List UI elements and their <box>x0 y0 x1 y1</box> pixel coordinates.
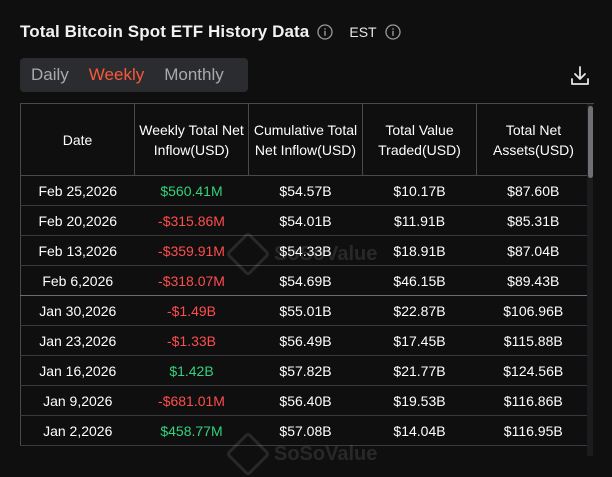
cell-cumulative-inflow: $54.33B <box>248 235 363 266</box>
cell-value-traded: $46.15B <box>362 265 477 296</box>
cell-weekly-inflow: -$359.91M <box>134 235 249 266</box>
cell-weekly-inflow: $458.77M <box>134 415 249 446</box>
cell-net-assets: $89.43B <box>476 265 591 296</box>
cell-date: Feb 6,2026 <box>20 265 135 296</box>
cell-net-assets: $116.86B <box>476 385 591 416</box>
tab-daily[interactable]: Daily <box>31 65 69 84</box>
table-row: Feb 6,2026 -$318.07M $54.69B $46.15B $89… <box>20 265 591 296</box>
cell-cumulative-inflow: $57.82B <box>248 355 363 386</box>
column-header-value-traded: Total Value Traded(USD) <box>362 104 477 176</box>
tab-weekly[interactable]: Weekly <box>88 65 145 84</box>
table-row: Jan 9,2026 -$681.01M $56.40B $19.53B $11… <box>20 385 591 416</box>
timezone-label: EST <box>349 24 377 40</box>
cell-cumulative-inflow: $55.01B <box>248 295 363 326</box>
cell-weekly-inflow: -$681.01M <box>134 385 249 416</box>
cell-net-assets: $116.95B <box>476 415 591 446</box>
cell-net-assets: $87.04B <box>476 235 591 266</box>
period-tabs: Daily Weekly Monthly <box>20 58 248 92</box>
cell-weekly-inflow: $560.41M <box>134 175 249 206</box>
cell-cumulative-inflow: $54.01B <box>248 205 363 236</box>
cell-weekly-inflow: -$1.49B <box>134 295 249 326</box>
cell-cumulative-inflow: $54.69B <box>248 265 363 296</box>
cell-net-assets: $87.60B <box>476 175 591 206</box>
table-row: Jan 16,2026 $1.42B $57.82B $21.77B $124.… <box>20 355 591 386</box>
cell-weekly-inflow: -$318.07M <box>134 265 249 296</box>
cell-cumulative-inflow: $54.57B <box>248 175 363 206</box>
cell-date: Jan 2,2026 <box>20 415 135 446</box>
cell-cumulative-inflow: $56.40B <box>248 385 363 416</box>
table-scrollbar-track <box>587 104 593 456</box>
cell-net-assets: $106.96B <box>476 295 591 326</box>
cell-date: Feb 13,2026 <box>20 235 135 266</box>
cell-weekly-inflow: $1.42B <box>134 355 249 386</box>
cell-value-traded: $19.53B <box>362 385 477 416</box>
download-icon[interactable] <box>568 64 592 88</box>
page-header: Total Bitcoin Spot ETF History Data EST <box>20 18 401 46</box>
column-header-net-assets: Total Net Assets(USD) <box>476 104 591 176</box>
column-header-cumulative-inflow: Cumulative Total Net Inflow(USD) <box>248 104 363 176</box>
table-row: Feb 25,2026 $560.41M $54.57B $10.17B $87… <box>20 175 591 206</box>
table-body: Feb 25,2026 $560.41M $54.57B $10.17B $87… <box>20 175 591 446</box>
cell-date: Jan 16,2026 <box>20 355 135 386</box>
cell-value-traded: $11.91B <box>362 205 477 236</box>
cell-date: Jan 30,2026 <box>20 295 135 326</box>
cell-value-traded: $10.17B <box>362 175 477 206</box>
cell-value-traded: $18.91B <box>362 235 477 266</box>
cell-value-traded: $14.04B <box>362 415 477 446</box>
cell-date: Jan 9,2026 <box>20 385 135 416</box>
cell-cumulative-inflow: $57.08B <box>248 415 363 446</box>
table-scrollbar-thumb[interactable] <box>588 106 593 178</box>
table-row: Feb 20,2026 -$315.86M $54.01B $11.91B $8… <box>20 205 591 236</box>
cell-weekly-inflow: -$315.86M <box>134 205 249 236</box>
column-header-date: Date <box>20 104 135 176</box>
cell-date: Feb 25,2026 <box>20 175 135 206</box>
tab-monthly[interactable]: Monthly <box>164 65 224 84</box>
table-row: Jan 2,2026 $458.77M $57.08B $14.04B $116… <box>20 415 591 446</box>
timezone-info-icon[interactable] <box>384 24 401 40</box>
table-row: Feb 13,2026 -$359.91M $54.33B $18.91B $8… <box>20 235 591 266</box>
cell-value-traded: $21.77B <box>362 355 477 386</box>
cell-date: Feb 20,2026 <box>20 205 135 236</box>
cell-weekly-inflow: -$1.33B <box>134 325 249 356</box>
cell-cumulative-inflow: $56.49B <box>248 325 363 356</box>
table-row: Jan 23,2026 -$1.33B $56.49B $17.45B $115… <box>20 325 591 356</box>
cell-date: Jan 23,2026 <box>20 325 135 356</box>
cell-value-traded: $22.87B <box>362 295 477 326</box>
info-icon[interactable] <box>317 24 334 40</box>
cell-value-traded: $17.45B <box>362 325 477 356</box>
table-header-row: Date Weekly Total Net Inflow(USD) Cumula… <box>20 104 591 176</box>
cell-net-assets: $115.88B <box>476 325 591 356</box>
column-header-weekly-inflow: Weekly Total Net Inflow(USD) <box>134 104 249 176</box>
etf-history-table: Date Weekly Total Net Inflow(USD) Cumula… <box>20 103 594 457</box>
cell-net-assets: $85.31B <box>476 205 591 236</box>
cell-net-assets: $124.56B <box>476 355 591 386</box>
table-row: Jan 30,2026 -$1.49B $55.01B $22.87B $106… <box>20 295 591 326</box>
page-title: Total Bitcoin Spot ETF History Data <box>20 22 310 41</box>
